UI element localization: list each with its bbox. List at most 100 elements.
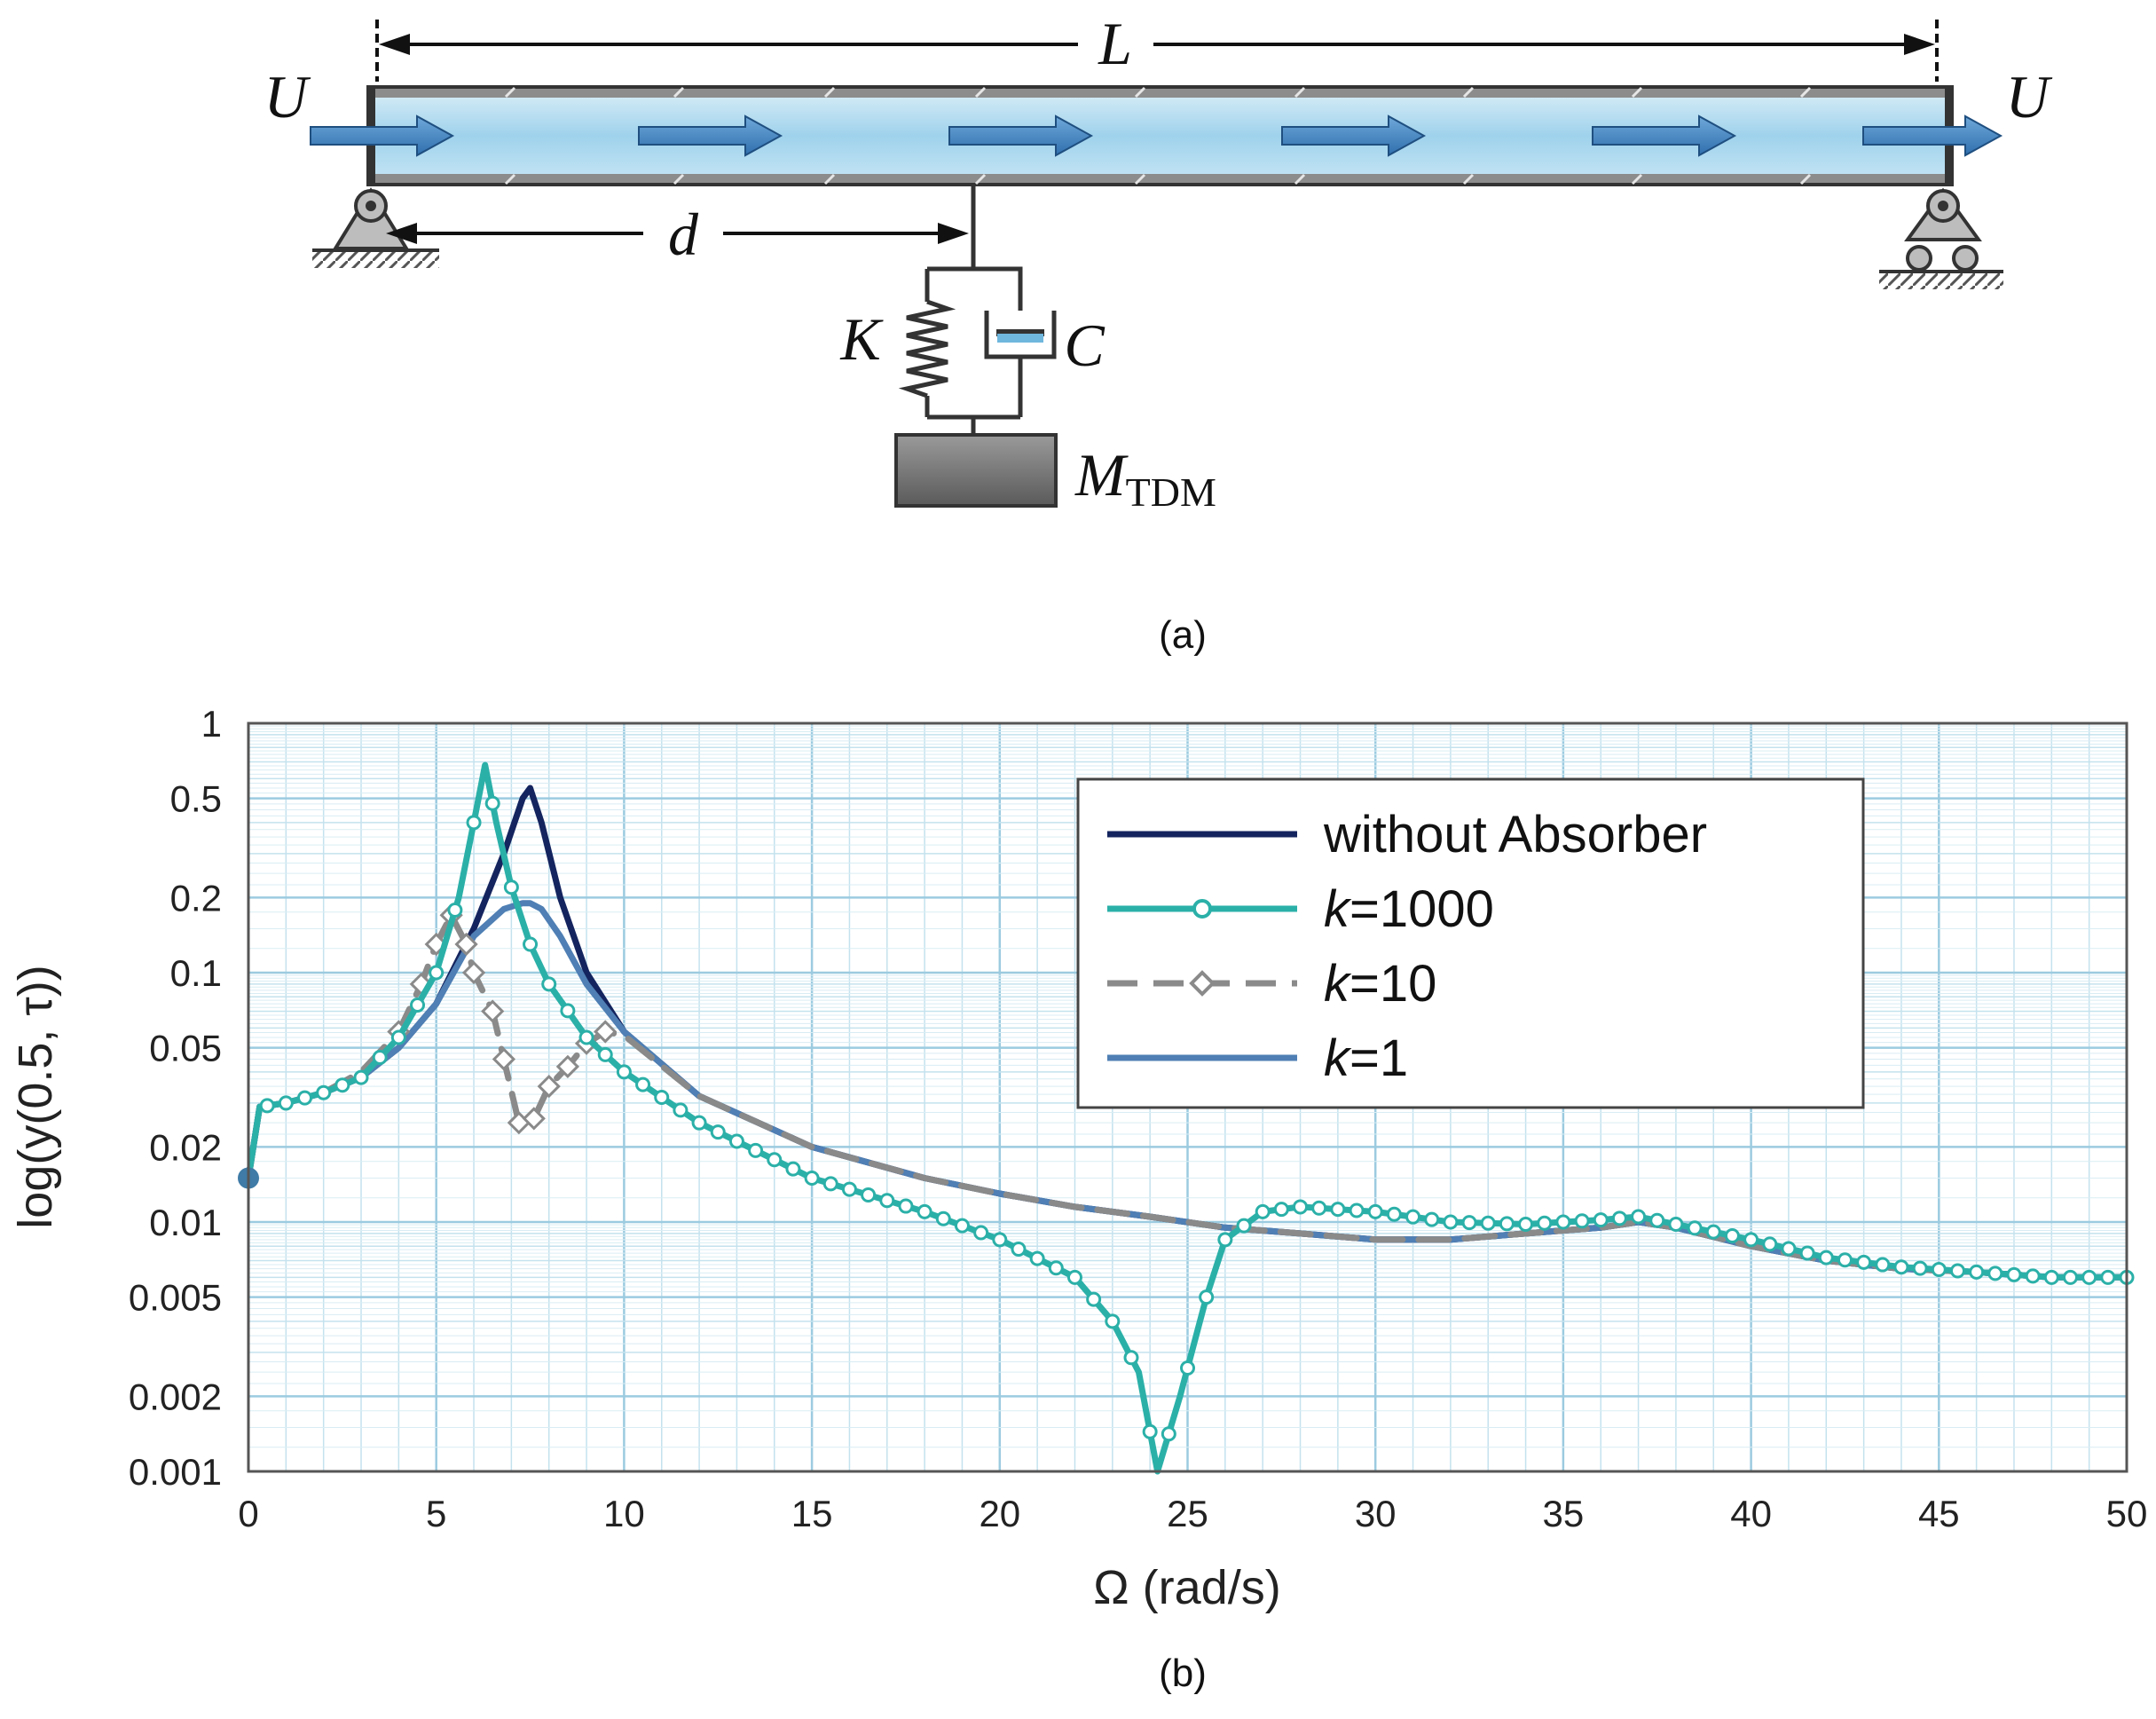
- series-marker: [1105, 1313, 1121, 1329]
- series-marker: [1574, 1213, 1590, 1229]
- series-marker: [523, 936, 539, 952]
- series-marker: [372, 1050, 388, 1066]
- y-tick-label: 0.02: [149, 1126, 222, 1168]
- flow-arrow: [310, 114, 455, 157]
- flow-arrow: [1281, 114, 1427, 157]
- mass-label: MTDM: [1074, 441, 1216, 515]
- series-marker: [1875, 1257, 1891, 1273]
- series-marker: [1893, 1259, 1909, 1275]
- series-marker: [748, 1142, 764, 1158]
- legend-item: k=10: [1107, 955, 1436, 1013]
- series-marker: [316, 1084, 332, 1100]
- series-marker: [2062, 1269, 2078, 1285]
- series-marker: [1949, 1263, 1965, 1279]
- plot-frame: [247, 722, 2128, 1473]
- series-marker: [673, 1102, 689, 1118]
- y-tick-label: 0.001: [129, 1451, 222, 1493]
- series-marker: [1499, 1216, 1515, 1232]
- series-marker: [767, 1152, 783, 1168]
- series-marker: [481, 999, 505, 1023]
- series-marker: [1987, 1266, 2003, 1281]
- x-tick-label: 45: [1918, 1493, 1960, 1534]
- pipe-schematic: L U U: [264, 10, 2052, 515]
- caption-a: (a): [1159, 613, 1207, 657]
- legend-label-text: without Absorber: [1323, 806, 1707, 863]
- flow-label-right: U: [2005, 63, 2052, 130]
- flow-arrow: [1592, 114, 1737, 157]
- series-marker: [2043, 1269, 2059, 1285]
- series-marker: [1311, 1200, 1327, 1216]
- legend-label-variable: k: [1324, 880, 1352, 938]
- legend: without Absorber k=1000 k=10 k=1: [1076, 777, 1865, 1109]
- x-tick-label: 10: [603, 1493, 645, 1534]
- legend-label: k=10: [1324, 955, 1436, 1013]
- series-marker: [522, 1107, 546, 1131]
- series-marker: [1611, 1210, 1627, 1226]
- series-marker: [954, 1218, 970, 1234]
- series-marker: [1236, 1218, 1252, 1234]
- legend-label-variable: k: [1324, 955, 1352, 1013]
- series-marker: [1048, 1260, 1064, 1276]
- series-marker: [785, 1161, 801, 1177]
- series-marker: [917, 1203, 932, 1219]
- series-marker: [353, 1069, 369, 1085]
- y-axis: 0.001 0.002 0.005 0.01 0.02 0.05 0.1 0.2 0.5 1: [129, 703, 222, 1493]
- series-marker: [1931, 1262, 1947, 1278]
- series-marker: [1799, 1245, 1815, 1261]
- x-tick-label: 30: [1355, 1493, 1397, 1534]
- legend-label-variable: k: [1324, 1029, 1352, 1087]
- series-marker: [492, 1047, 516, 1071]
- series-marker: [1781, 1241, 1797, 1257]
- series-marker: [1912, 1260, 1928, 1276]
- series-marker: [484, 795, 500, 811]
- series-marker: [804, 1171, 820, 1187]
- y-tick-label: 0.2: [170, 877, 222, 919]
- series-marker: [1856, 1254, 1872, 1270]
- series-marker: [1349, 1203, 1365, 1218]
- y-tick-label: 0.01: [149, 1202, 222, 1243]
- series-marker: [1818, 1250, 1834, 1266]
- series-marker: [1705, 1224, 1721, 1240]
- legend-marker: [1189, 970, 1216, 997]
- series-marker: [278, 1095, 294, 1111]
- legend-label: k=1: [1324, 1029, 1408, 1087]
- y-axis-label: log(y(0.5, τ)): [9, 965, 62, 1228]
- legend-label: k=1000: [1324, 880, 1494, 938]
- series-marker: [1687, 1220, 1703, 1236]
- flow-arrow: [638, 114, 783, 157]
- y-tick-label: 0.1: [170, 952, 222, 994]
- series-marker: [597, 1046, 613, 1062]
- series-marker: [1537, 1215, 1553, 1231]
- series-marker: [973, 1225, 989, 1241]
- series-marker: [555, 1054, 580, 1078]
- y-tick-label: 0.002: [129, 1376, 222, 1417]
- series-marker: [447, 903, 463, 919]
- series-marker: [635, 1076, 651, 1092]
- series-marker: [578, 1029, 594, 1045]
- series-marker: [429, 965, 445, 981]
- x-tick-label: 5: [426, 1493, 446, 1534]
- distance-label: d: [668, 201, 699, 268]
- series-marker: [1029, 1250, 1045, 1266]
- series-layer: [238, 761, 2135, 1475]
- series-marker: [1255, 1203, 1271, 1219]
- series-marker: [1443, 1214, 1459, 1230]
- series-marker: [654, 1090, 670, 1105]
- legend-items: without Absorber k=1000 k=10 k=1: [1107, 806, 1707, 1087]
- pipe-wall-hatching: [504, 86, 1812, 185]
- series-marker: [1273, 1202, 1289, 1218]
- pinned-support: [312, 187, 439, 268]
- legend-item: without Absorber: [1107, 806, 1707, 863]
- legend-item: k=1000: [1107, 880, 1494, 938]
- flow-arrow: [948, 114, 1094, 157]
- x-axis-label: Ω (rad/s): [1093, 1561, 1280, 1614]
- series-marker: [1837, 1252, 1853, 1268]
- series-marker: [841, 1181, 857, 1197]
- legend-marker: [1192, 899, 1212, 919]
- series-marker: [1555, 1214, 1571, 1230]
- series-marker: [1518, 1216, 1534, 1232]
- series-marker: [2025, 1268, 2041, 1284]
- series-marker: [861, 1187, 877, 1203]
- mass-label-subscript: TDM: [1126, 469, 1216, 515]
